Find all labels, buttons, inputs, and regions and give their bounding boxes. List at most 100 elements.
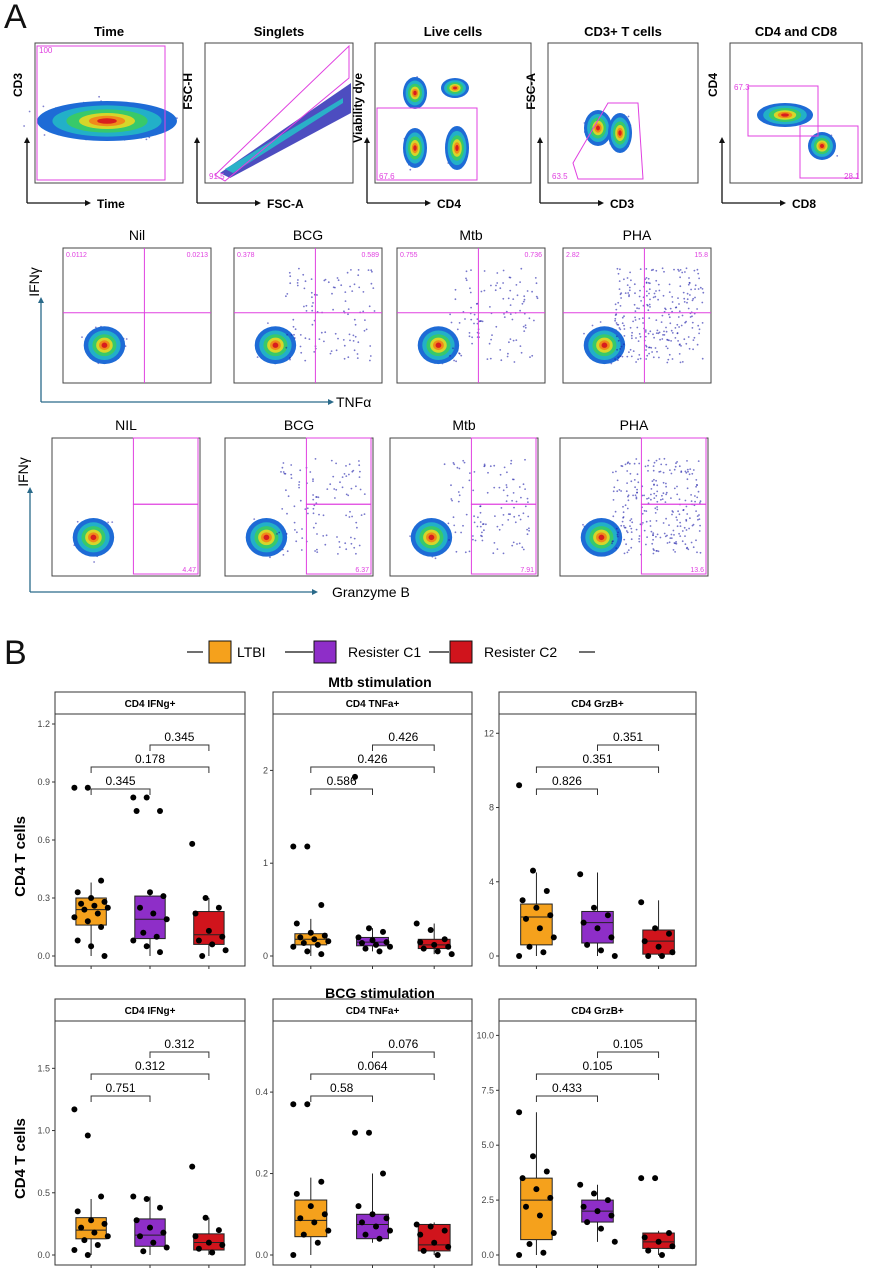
- data-point: [311, 1219, 318, 1226]
- data-point: [540, 1249, 547, 1256]
- gating-xlabel: FSC-A: [267, 197, 304, 211]
- data-point: [325, 938, 332, 945]
- data-point: [78, 1224, 85, 1231]
- data-point: [290, 843, 297, 850]
- quadrant-ur-value: 15.8: [694, 252, 708, 259]
- data-point: [202, 895, 209, 901]
- panel-b-letter: B: [4, 634, 27, 672]
- data-point: [540, 949, 547, 956]
- data-point: [448, 951, 455, 958]
- ics-title: BCG: [293, 227, 323, 243]
- data-point: [608, 1212, 615, 1219]
- gate-label: 67.3: [734, 83, 750, 92]
- comparison-bracket: 0.076: [372, 1037, 435, 1058]
- data-point: [387, 1227, 393, 1234]
- data-point: [417, 1231, 424, 1238]
- comparison-bracket: 0.426: [372, 730, 435, 751]
- comparison-bracket: 0.345: [90, 774, 151, 795]
- data-point: [104, 1233, 111, 1240]
- data-point: [362, 945, 369, 952]
- data-point: [189, 1163, 196, 1170]
- data-point: [192, 910, 199, 917]
- gate-label: 28.1: [844, 172, 860, 181]
- data-point: [199, 953, 206, 959]
- data-point: [547, 912, 554, 919]
- gate: [376, 107, 478, 181]
- data-point: [362, 1231, 369, 1238]
- data-point: [666, 1230, 672, 1236]
- ics-plot-bcg: BCG 6.37: [224, 417, 374, 577]
- data-point: [598, 947, 604, 954]
- gating-title: Live cells: [424, 24, 483, 39]
- data-point: [530, 1153, 536, 1160]
- data-point: [219, 1242, 226, 1248]
- ics-xlabel: TNFα: [336, 394, 371, 410]
- data-point: [202, 1214, 209, 1221]
- data-point: [84, 918, 91, 925]
- p-value: 0.076: [388, 1037, 418, 1051]
- data-point: [189, 840, 196, 847]
- ics-plot-pha: PHA 13.6: [559, 417, 709, 577]
- gating-plot-2: Live cells CD4 Viability dye 67.6: [351, 24, 532, 211]
- y-tick-label: 0.3: [37, 893, 50, 903]
- data-point: [300, 940, 307, 946]
- ics-ylabel: IFNγ: [15, 457, 31, 487]
- data-point: [88, 895, 95, 901]
- data-point: [325, 1227, 332, 1234]
- data-point: [655, 1238, 662, 1245]
- data-point: [98, 924, 105, 930]
- data-point: [71, 914, 78, 921]
- data-point: [209, 941, 216, 948]
- y-tick-label: 1: [263, 858, 268, 868]
- data-point: [157, 808, 163, 814]
- data-point: [594, 925, 601, 932]
- data-point: [659, 1252, 665, 1258]
- data-point: [536, 925, 543, 932]
- p-value: 0.105: [582, 1059, 612, 1073]
- data-point: [608, 934, 615, 941]
- y-tick-label: 10.0: [476, 1030, 494, 1040]
- data-point: [71, 784, 78, 791]
- data-point: [81, 906, 88, 913]
- box-resister-c1: [134, 895, 166, 940]
- gating-plot-4: CD4 and CD8 CD8 CD4 67.3 28.1: [706, 24, 863, 211]
- data-point: [94, 1242, 101, 1248]
- data-point: [318, 951, 325, 958]
- plot-frame: [374, 42, 532, 184]
- y-tick-label: 0: [263, 951, 268, 961]
- comparison-bracket: 0.312: [90, 1059, 210, 1080]
- data-point: [219, 933, 226, 940]
- quadrant-ul-value: 0.378: [237, 252, 255, 259]
- gating-ylabel: CD3: [11, 73, 25, 97]
- data-point: [420, 1247, 427, 1254]
- y-tick-label: 4: [489, 877, 494, 887]
- data-point: [318, 902, 325, 908]
- legend-label-ltbi: LTBI: [237, 644, 266, 660]
- data-point: [666, 930, 672, 937]
- gating-title: Time: [94, 24, 124, 39]
- data-point: [519, 1175, 526, 1182]
- data-point: [84, 784, 91, 791]
- section-title: Mtb stimulation: [328, 674, 431, 690]
- data-point: [366, 1129, 372, 1136]
- data-point: [205, 1239, 212, 1246]
- data-point: [314, 941, 321, 948]
- gating-xlabel: CD3: [610, 197, 634, 211]
- gating-plot-0: Time Time CD3 100: [11, 24, 184, 211]
- data-point: [163, 1244, 170, 1251]
- data-point: [652, 925, 659, 932]
- data-point: [543, 1168, 550, 1175]
- data-point: [530, 867, 536, 874]
- ics-title: Nil: [129, 227, 145, 243]
- data-point: [160, 1229, 167, 1236]
- y-tick-label: 0.2: [255, 1169, 268, 1179]
- data-point: [137, 1233, 143, 1240]
- ics-plot-mtb: Mtb 7.91: [389, 417, 539, 577]
- y-tick-label: 0.0: [255, 1250, 268, 1260]
- data-point: [380, 1170, 386, 1177]
- data-point: [611, 1238, 618, 1245]
- data-point: [104, 904, 111, 911]
- data-point: [516, 1109, 523, 1116]
- data-point: [91, 1229, 98, 1236]
- panel-a-letter: A: [4, 0, 27, 36]
